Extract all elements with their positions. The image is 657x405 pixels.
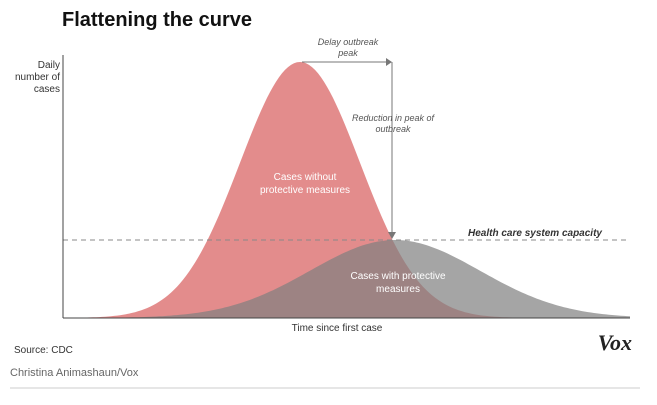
annotation: Reduction in peak of	[352, 113, 436, 123]
capacity-label: Health care system capacity	[468, 228, 602, 239]
source: Source: CDC	[14, 345, 73, 356]
title: Flattening the curve	[62, 9, 252, 31]
annotation: Delay outbreak	[318, 37, 379, 47]
y-label: cases	[34, 84, 60, 95]
annotation: peak	[337, 48, 358, 58]
curve-label: Cases with protective	[350, 271, 445, 282]
curve-label: protective measures	[260, 185, 350, 196]
y-label: Daily	[38, 60, 60, 71]
curve-without-measures	[63, 62, 630, 318]
arrowhead	[388, 232, 396, 239]
curve-label: Cases without	[274, 172, 337, 183]
curve-with-measures	[63, 240, 630, 318]
arrowhead	[386, 58, 392, 66]
curve-label: measures	[376, 284, 420, 295]
credit: Christina Animashaun/Vox	[10, 367, 139, 379]
x-label: Time since first case	[292, 323, 383, 334]
y-label: number of	[15, 72, 60, 83]
logo: Vox	[598, 330, 632, 355]
annotation: outbreak	[375, 124, 411, 134]
